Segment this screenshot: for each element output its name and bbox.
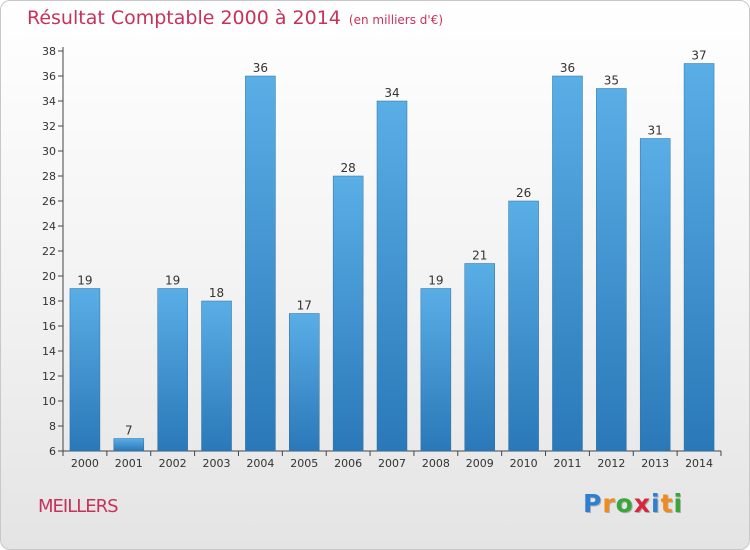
bar-2011 bbox=[552, 75, 583, 452]
value-label-2007: 34 bbox=[384, 86, 399, 100]
y-tick-label: 12 bbox=[42, 370, 56, 383]
value-label-2006: 28 bbox=[340, 161, 355, 175]
x-tick-label: 2002 bbox=[159, 457, 187, 470]
y-tick-label: 16 bbox=[42, 320, 56, 333]
y-tick-label: 6 bbox=[49, 445, 56, 458]
value-label-2003: 18 bbox=[209, 286, 224, 300]
bar-2012 bbox=[596, 88, 627, 452]
logo-letter: i bbox=[651, 489, 661, 518]
y-tick-label: 26 bbox=[42, 195, 56, 208]
y-axis: 6 8 10 12 14 16 18 20 22 24 26 28 30 32 34 36 38 bbox=[42, 45, 64, 458]
chart-title-block: Résultat Comptable 2000 à 2014 (en millie… bbox=[27, 7, 443, 29]
value-label-2010: 26 bbox=[516, 186, 531, 200]
y-tick-label: 34 bbox=[42, 95, 56, 108]
value-label-2012: 35 bbox=[604, 74, 619, 88]
y-tick-label: 10 bbox=[42, 395, 56, 408]
value-labels: 19 7 19 18 36 17 28 34 19 21 26 36 35 31 37 bbox=[77, 49, 706, 438]
bar-2007 bbox=[376, 100, 408, 452]
bar-2002 bbox=[157, 288, 188, 452]
value-label-2014: 37 bbox=[691, 49, 706, 63]
x-tick-label: 2011 bbox=[553, 457, 581, 470]
bar-2004 bbox=[245, 75, 276, 452]
logo-letter: t bbox=[660, 489, 674, 518]
x-tick-label: 2007 bbox=[378, 457, 406, 470]
y-tick-label: 20 bbox=[42, 270, 56, 283]
logo-letter: o bbox=[615, 489, 634, 518]
x-tick-label: 2006 bbox=[334, 457, 362, 470]
y-tick-label: 38 bbox=[42, 45, 56, 58]
chart-title: Résultat Comptable 2000 à 2014 bbox=[27, 7, 341, 29]
x-tick-label: 2005 bbox=[290, 457, 318, 470]
x-tick-label: 2001 bbox=[115, 457, 143, 470]
bar-2008 bbox=[420, 288, 452, 452]
bar-2014 bbox=[683, 63, 715, 452]
value-label-2008: 19 bbox=[428, 274, 443, 288]
bar-2003 bbox=[201, 300, 232, 452]
x-tick-label: 2003 bbox=[203, 457, 231, 470]
y-tick-label: 32 bbox=[42, 120, 56, 133]
y-tick-label: 18 bbox=[42, 295, 56, 308]
value-label-2000: 19 bbox=[77, 274, 92, 288]
bar-2000 bbox=[69, 288, 101, 452]
bar-series bbox=[69, 63, 715, 452]
y-tick-label: 30 bbox=[42, 145, 56, 158]
bar-2010 bbox=[508, 200, 539, 452]
x-tick-label: 2008 bbox=[422, 457, 450, 470]
chart-subtitle: (en milliers d'€) bbox=[348, 13, 444, 27]
x-axis: 2000 2001 2002 2003 2004 2005 2006 2007 2008 2009… bbox=[62, 450, 722, 470]
x-tick-label: 2012 bbox=[597, 457, 625, 470]
x-tick-label: 2013 bbox=[641, 457, 669, 470]
town-name: MEILLERS bbox=[38, 496, 119, 517]
y-tick-label: 36 bbox=[42, 70, 56, 83]
logo-letter: i bbox=[673, 489, 684, 518]
value-label-2005: 17 bbox=[297, 299, 312, 313]
bar-2005 bbox=[289, 313, 320, 452]
x-tick-label: 2004 bbox=[246, 457, 274, 470]
bar-2013 bbox=[639, 138, 671, 452]
bar-2001 bbox=[113, 438, 145, 452]
logo-letter: r bbox=[602, 489, 616, 518]
x-tick-label: 2009 bbox=[466, 457, 494, 470]
bar-2009 bbox=[464, 263, 495, 452]
value-label-2001: 7 bbox=[125, 424, 133, 438]
x-tick-label: 2000 bbox=[71, 457, 99, 470]
value-label-2004: 36 bbox=[253, 61, 268, 75]
value-label-2013: 31 bbox=[648, 124, 663, 138]
proxiti-logo: Proxiti bbox=[583, 489, 683, 518]
value-label-2011: 36 bbox=[560, 61, 575, 75]
y-tick-label: 22 bbox=[42, 245, 56, 258]
bar-2006 bbox=[332, 175, 364, 452]
y-tick-label: 24 bbox=[42, 220, 56, 233]
x-tick-label: 2010 bbox=[510, 457, 538, 470]
y-tick-label: 14 bbox=[42, 345, 56, 358]
value-label-2002: 19 bbox=[165, 274, 180, 288]
x-tick-label: 2014 bbox=[685, 457, 713, 470]
y-tick-label: 8 bbox=[49, 420, 56, 433]
logo-letter: x bbox=[633, 489, 651, 518]
logo-letter: P bbox=[583, 489, 603, 518]
y-tick-label: 28 bbox=[42, 170, 56, 183]
value-label-2009: 21 bbox=[472, 249, 487, 263]
